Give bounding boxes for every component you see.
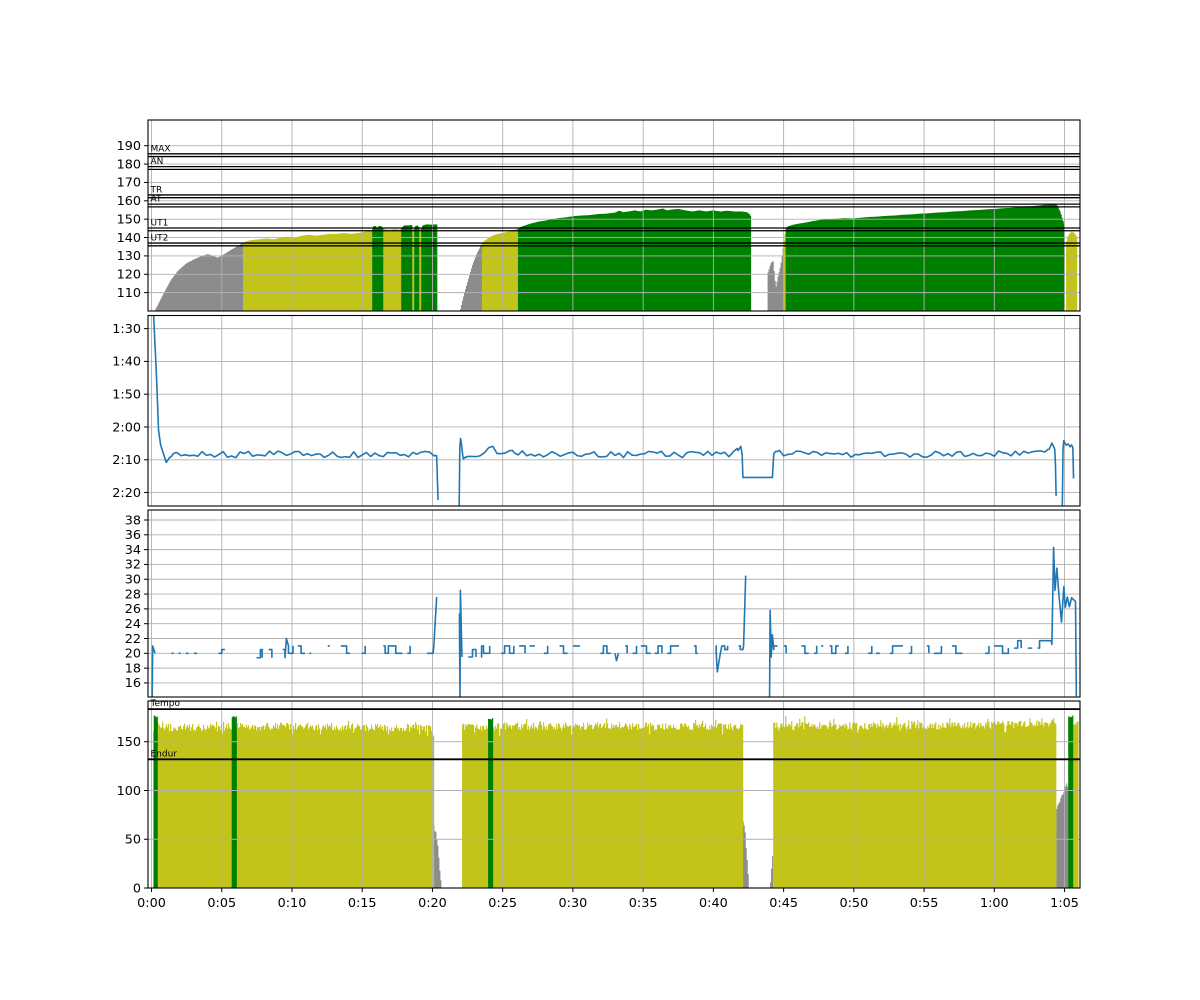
y-tick-label: 190 (117, 139, 141, 154)
y-tick-label: 16 (125, 676, 141, 691)
zone-label-tr: TR (150, 185, 163, 195)
spm-line (151, 546, 1078, 697)
panel-frame (147, 700, 1081, 889)
x-tick-label: 0:00 (137, 896, 166, 911)
x-tick-label: 0:45 (769, 896, 798, 911)
panel-frame (147, 314, 1081, 507)
spm-series (151, 546, 1078, 697)
x-tick-label: 0:20 (418, 896, 447, 911)
x-tick-label: 0:25 (488, 896, 517, 911)
pace-line (152, 315, 1075, 506)
x-tick-label: 0:40 (699, 896, 728, 911)
x-tick-label: 0:05 (207, 896, 236, 911)
x-tick-label: 0:15 (348, 896, 377, 911)
axes-panel-0: 110 120 130 140 150 160 170 180 190 (117, 119, 1081, 312)
y-tick-label: 38 (125, 513, 141, 528)
axes-panel-1: 1:30 1:40 1:50 2:00 2:10 2:20 (112, 314, 1081, 507)
watts-work-yellow (153, 716, 1079, 888)
hr-ut2-zone (243, 228, 1078, 311)
y-tick-label: 2:10 (112, 453, 141, 468)
y-tick-label: 1:50 (112, 387, 141, 402)
y-tick-label: 34 (125, 543, 141, 558)
zone-label-tempo: Tempo (150, 699, 181, 709)
gridlines-panel-0 (148, 120, 1080, 311)
panel-frame (147, 119, 1081, 312)
y-tick-label: 36 (125, 528, 141, 543)
hr-ut1-zone (372, 204, 1065, 311)
x-tick-label: 0:35 (629, 896, 658, 911)
y-tick-label: 150 (117, 212, 141, 227)
y-tick-label: 110 (117, 286, 141, 301)
y-tick-label: 150 (117, 735, 141, 750)
y-tick-label: 160 (117, 194, 141, 209)
y-tick-label: 170 (117, 176, 141, 191)
y-tick-label: 0 (133, 881, 141, 896)
y-tick-label: 100 (117, 784, 141, 799)
x-tick-label: 1:05 (1050, 896, 1079, 911)
y-tick-label: 140 (117, 231, 141, 246)
y-tick-label: 1:30 (112, 322, 141, 337)
pace-series (152, 315, 1075, 506)
y-tick-label: 30 (125, 573, 141, 588)
panel-frame (147, 509, 1081, 698)
y-tick-label: 2:20 (112, 486, 141, 501)
watt-zone-lines: Tempo Endur (148, 699, 1080, 761)
x-tick-label: 0:10 (278, 896, 307, 911)
hr-below-zones (155, 243, 784, 311)
y-tick-label: 20 (125, 647, 141, 662)
y-tick-label: 120 (117, 268, 141, 283)
x-tick-label: 0:55 (910, 896, 939, 911)
y-tick-label: 180 (117, 157, 141, 172)
x-tick-label: 1:00 (980, 896, 1009, 911)
zone-label-ut2: UT2 (151, 234, 169, 244)
zone-label-an: AN (151, 157, 164, 167)
y-tick-label: 130 (117, 249, 141, 264)
axes-panel-3: 0 50 100 150 (117, 700, 1081, 896)
y-tick-label: 32 (125, 558, 141, 573)
y-tick-label: 18 (125, 661, 141, 676)
y-tick-label: 1:40 (112, 355, 141, 370)
y-tick-label: 22 (125, 632, 141, 647)
zone-label-at: AT (151, 195, 162, 205)
zone-label-endur: Endur (151, 749, 178, 759)
y-tick-label: 50 (125, 833, 141, 848)
watts-marker-green (153, 715, 1074, 888)
y-tick-label: 28 (125, 587, 141, 602)
zone-label-max: MAX (151, 144, 171, 154)
heart-rate-fill (155, 204, 1078, 311)
zone-label-ut1: UT1 (151, 218, 169, 228)
x-axis: 0:00 0:05 0:10 0:15 0:20 0:25 0:30 0:35 0:40 0:45… (137, 888, 1079, 911)
y-tick-label: 2:00 (112, 420, 141, 435)
x-tick-label: 0:30 (559, 896, 588, 911)
gridlines-panel-1 (148, 315, 1080, 506)
y-tick-label: 26 (125, 602, 141, 617)
y-tick-label: 24 (125, 617, 141, 632)
x-tick-label: 0:50 (839, 896, 868, 911)
